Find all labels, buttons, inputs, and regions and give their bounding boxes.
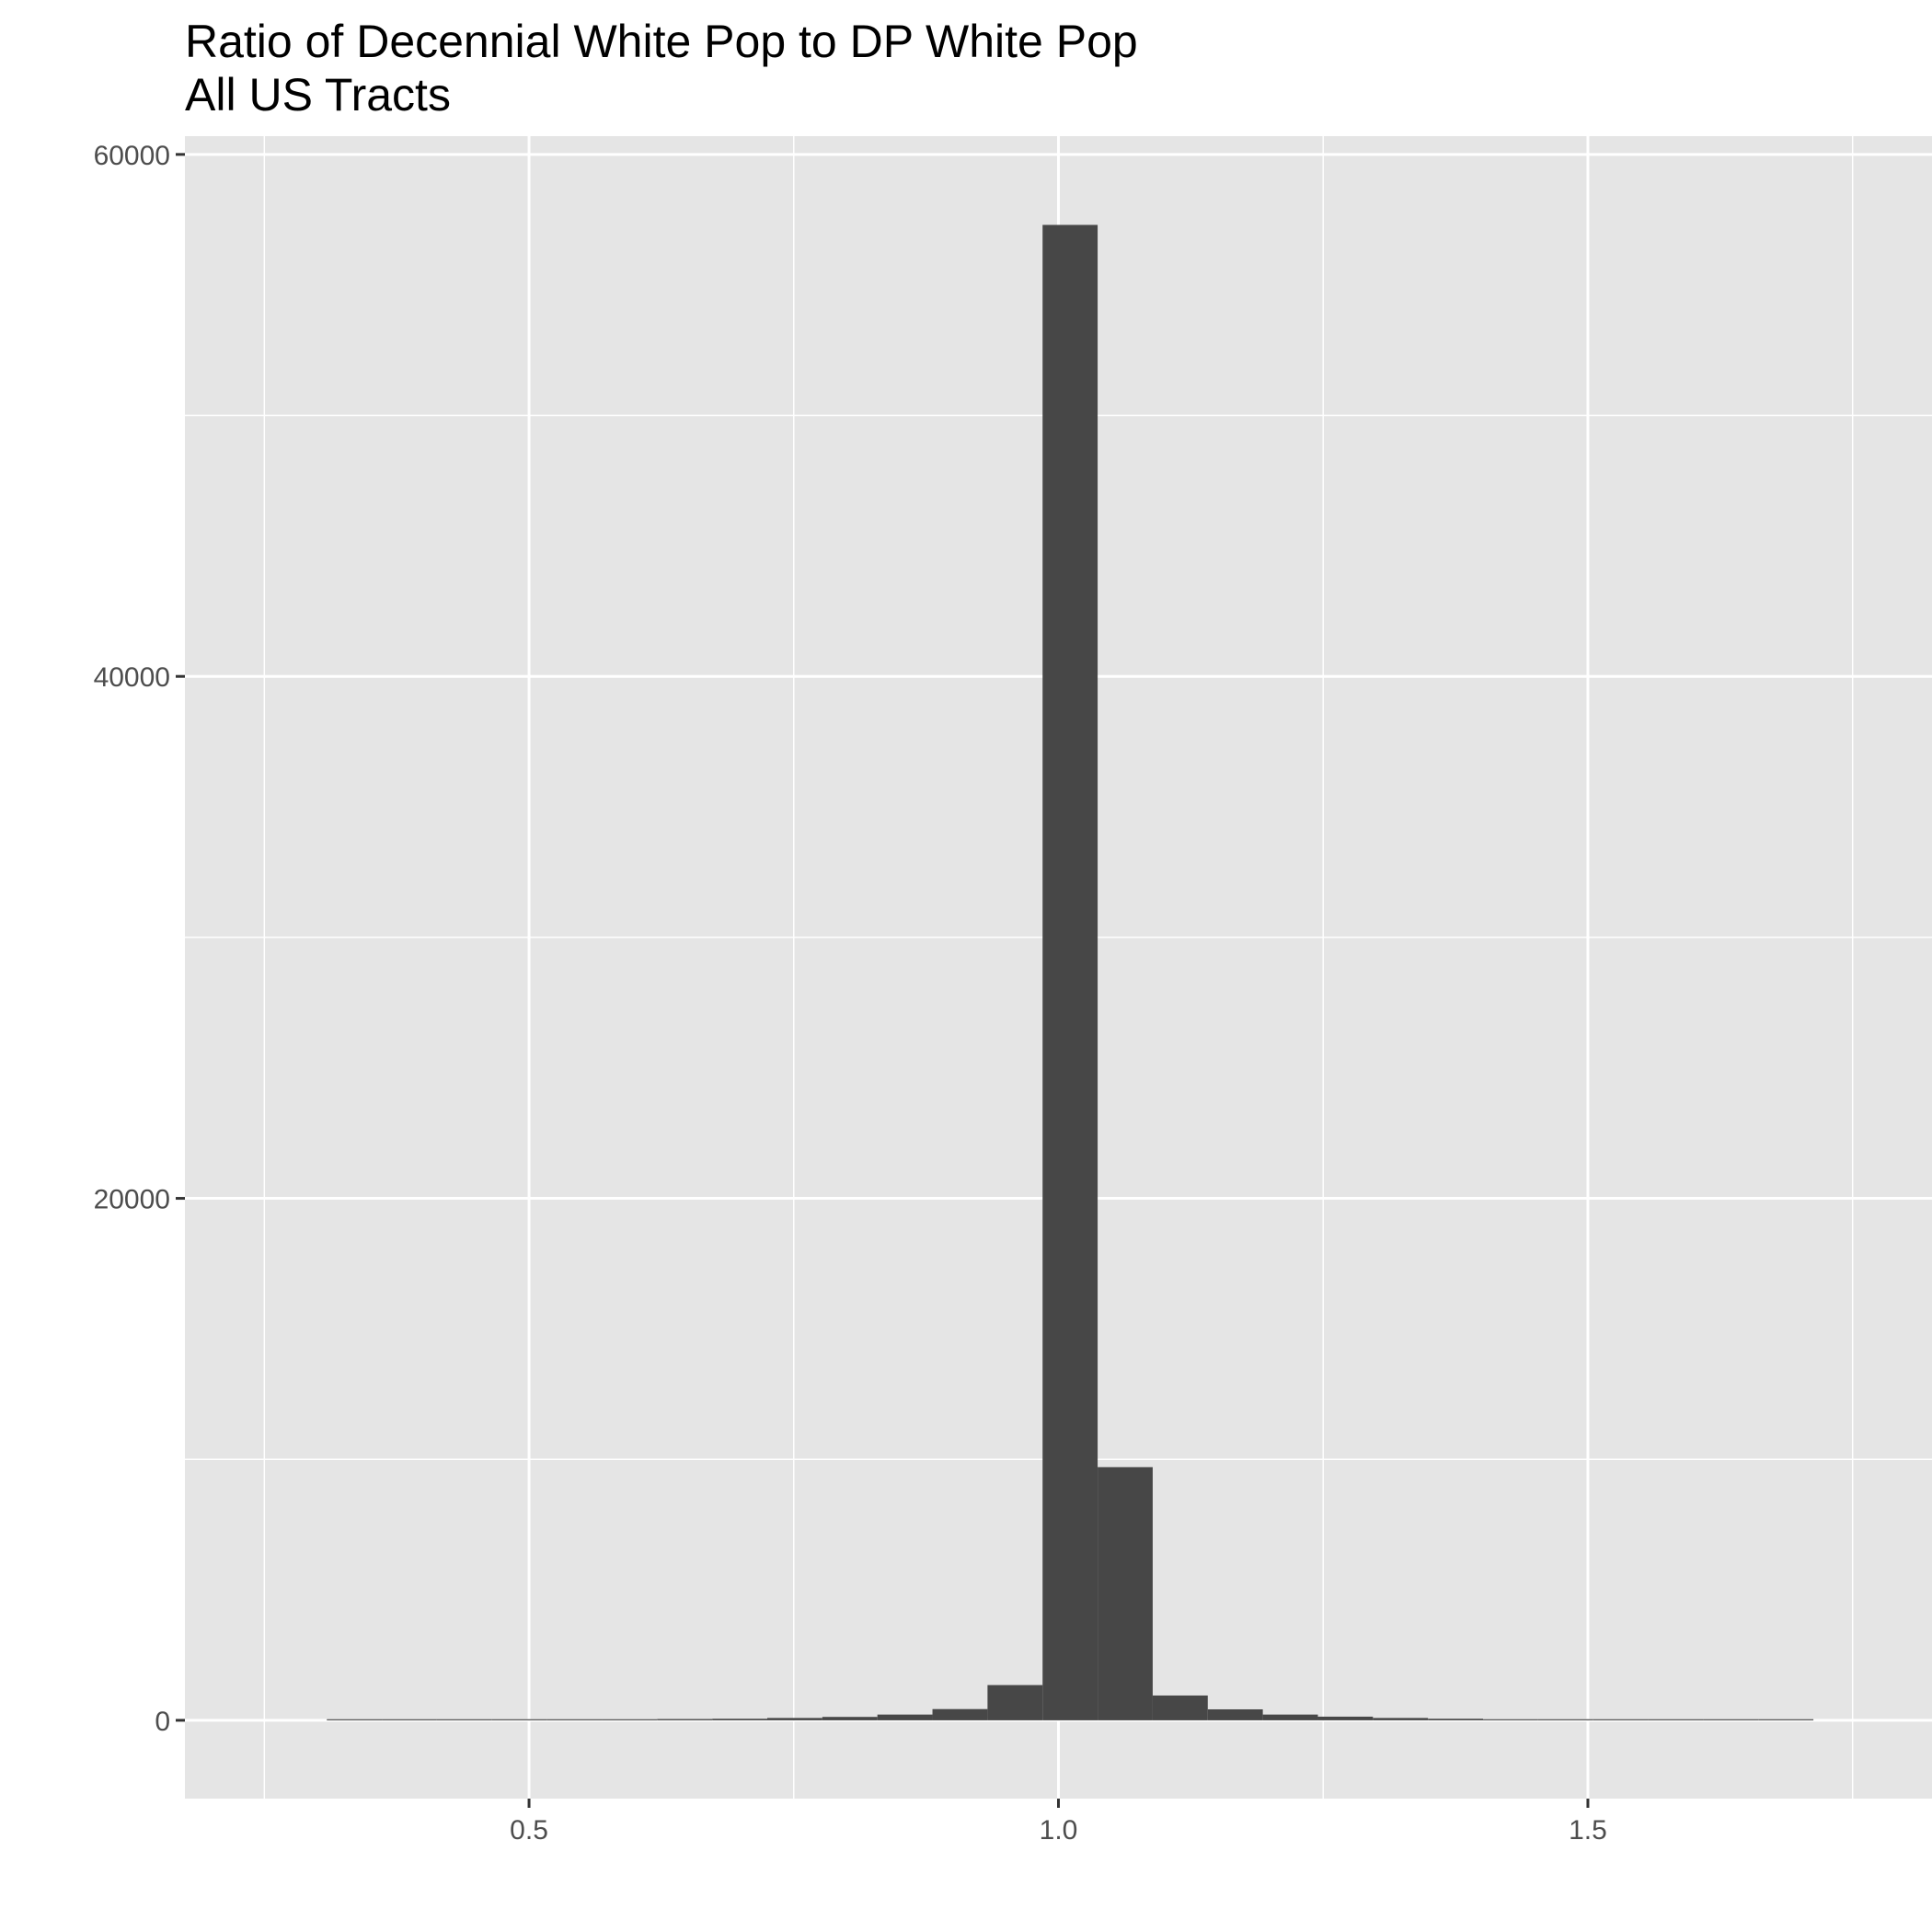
histogram-bar (1262, 1714, 1318, 1720)
histogram-bar (491, 1719, 547, 1720)
histogram-bar (1042, 224, 1098, 1720)
histogram-bars (327, 224, 1814, 1720)
histogram-bar (1758, 1719, 1814, 1720)
y-tick-label: 60000 (94, 141, 170, 171)
histogram-bar (436, 1719, 492, 1720)
histogram-bar (546, 1719, 603, 1720)
y-tick-label: 40000 (94, 662, 170, 693)
histogram-bar (1373, 1718, 1429, 1720)
histogram-bar (1428, 1719, 1484, 1720)
histogram-bar (1483, 1719, 1538, 1720)
histogram-bar (1317, 1716, 1374, 1720)
y-tick-label: 0 (155, 1707, 170, 1737)
chart-title: Ratio of Decennial White Pop to DP White… (185, 16, 1138, 67)
histogram-bar (877, 1714, 933, 1720)
histogram-bar (712, 1719, 767, 1720)
histogram-bar (1703, 1719, 1759, 1720)
histogram-bar (602, 1719, 658, 1720)
x-tick-label: 1.5 (1569, 1815, 1607, 1846)
histogram-bar (932, 1708, 988, 1720)
histogram-bar (1537, 1719, 1593, 1720)
x-axis: 0.5 1.0 1.5 (510, 1799, 1607, 1846)
histogram-bar (767, 1718, 822, 1720)
histogram-bar (987, 1685, 1043, 1720)
y-tick-label: 20000 (94, 1185, 170, 1215)
histogram-bar (1152, 1695, 1208, 1720)
histogram-bar (1098, 1466, 1153, 1720)
histogram-bar (1207, 1708, 1263, 1720)
histogram-bar (1593, 1719, 1649, 1720)
x-tick-label: 0.5 (510, 1815, 548, 1846)
x-tick-label: 1.0 (1040, 1815, 1078, 1846)
y-axis: 0 20000 40000 60000 (94, 141, 185, 1737)
histogram-bar (1648, 1719, 1704, 1720)
histogram-bar (822, 1717, 878, 1720)
histogram-bar (382, 1719, 437, 1720)
chart-subtitle: All US Tracts (185, 69, 451, 121)
histogram-bar (327, 1719, 383, 1720)
